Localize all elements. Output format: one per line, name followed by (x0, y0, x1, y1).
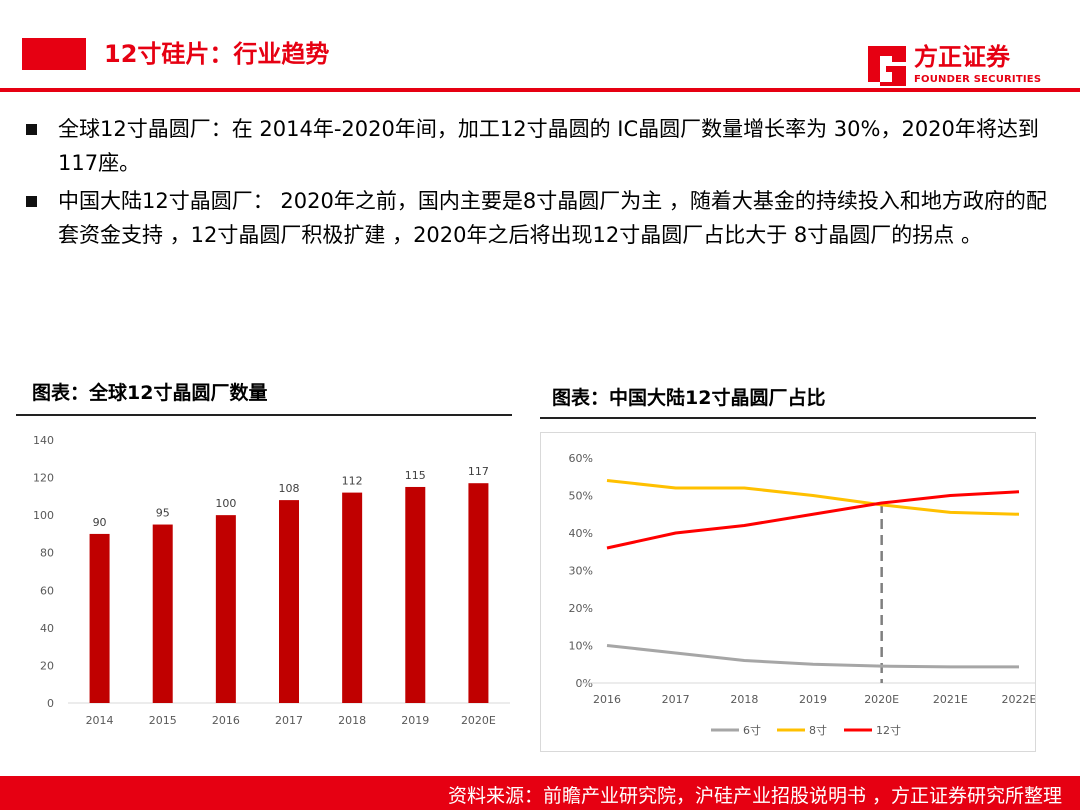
x-tick-label: 2020E (864, 693, 899, 706)
bullet-square-icon (26, 124, 37, 135)
x-tick-label: 2019 (401, 714, 429, 727)
x-tick-label: 2018 (338, 714, 366, 727)
series-line-6寸 (606, 644, 1019, 669)
legend-label: 8寸 (809, 723, 827, 737)
right-chart-rule (540, 417, 1036, 419)
bar (342, 492, 363, 703)
y-tick-label: 120 (33, 472, 54, 485)
y-tick-label: 50% (569, 490, 593, 503)
y-tick-label: 10% (569, 640, 593, 653)
bar (405, 486, 426, 703)
bar-value-label: 95 (156, 507, 170, 520)
x-tick-label: 2018 (730, 693, 758, 706)
y-tick-label: 40 (40, 622, 54, 635)
bar-value-label: 117 (468, 465, 489, 478)
bar (152, 524, 173, 703)
logo-en-text: FOUNDER SECURITIES (914, 74, 1042, 85)
source-note: 资料来源：前瞻产业研究院，沪硅产业招股说明书 ，方正证券研究所整理 (447, 785, 1062, 807)
bullet-square-icon (26, 196, 37, 207)
series-line-8寸 (606, 479, 1020, 516)
bar-value-label: 112 (342, 475, 363, 488)
bar-value-label: 108 (279, 482, 300, 495)
legend-label: 12寸 (876, 723, 901, 737)
x-tick-label: 2016 (593, 693, 621, 706)
x-tick-label: 2021E (933, 693, 968, 706)
footer-bar: 资料来源：前瞻产业研究院，沪硅产业招股说明书 ，方正证券研究所整理 (0, 776, 1080, 810)
x-tick-label: 2020E (461, 714, 496, 727)
logo-cn-text: 方正证券 (914, 43, 1010, 71)
x-tick-label: 2017 (275, 714, 303, 727)
bar-value-label: 115 (405, 469, 426, 482)
y-tick-label: 30% (569, 565, 593, 578)
bar (468, 483, 489, 703)
x-tick-label: 2017 (662, 693, 690, 706)
company-logo: 方正证券 FOUNDER SECURITIES (862, 42, 1052, 88)
y-tick-label: 20% (569, 602, 593, 615)
bar (215, 515, 236, 703)
y-tick-label: 80 (40, 547, 54, 560)
legend-label: 6寸 (743, 723, 761, 737)
x-tick-label: 2015 (149, 714, 177, 727)
header-divider (0, 88, 1080, 92)
bar-value-label: 90 (93, 516, 107, 529)
bullet-list: 全球12寸晶圆厂：在 2014年-2020年间，加工12寸晶圆的 IC晶圆厂数量… (26, 112, 1056, 256)
logo-mark-icon (868, 46, 906, 86)
bullet-text: 全球12寸晶圆厂：在 2014年-2020年间，加工12寸晶圆的 IC晶圆厂数量… (58, 117, 1039, 175)
y-tick-label: 0 (47, 697, 54, 710)
y-tick-label: 40% (569, 527, 593, 540)
bar-value-label: 100 (215, 497, 236, 510)
bullet-item: 中国大陆12寸晶圆厂： 2020年之前，国内主要是8寸晶圆厂为主 ，随着大基金的… (26, 184, 1056, 252)
y-tick-label: 140 (33, 434, 54, 447)
x-tick-label: 2019 (799, 693, 827, 706)
bullet-text: 中国大陆12寸晶圆厂： 2020年之前，国内主要是8寸晶圆厂为主 ，随着大基金的… (58, 189, 1047, 247)
left-chart-title: 图表：全球12寸晶圆厂数量 (32, 382, 268, 404)
left-chart-rule (16, 414, 512, 416)
header-accent-block (22, 38, 86, 70)
y-tick-label: 60 (40, 584, 54, 597)
series-line-12寸 (606, 490, 1020, 550)
y-tick-label: 100 (33, 509, 54, 522)
bar-chart: 0 20 40 60 80 100 120 140 90 2014 95 2015 100 2016 108… (33, 434, 510, 727)
bar (279, 500, 299, 703)
y-tick-label: 20 (40, 659, 54, 672)
line-chart: 0%10%20%30%40%50%60%2016 2017 2018 2019 2020… (540, 432, 1036, 752)
x-tick-label: 2016 (212, 714, 240, 727)
bar (89, 533, 110, 703)
page-title: 12寸硅片：行业趋势 (104, 40, 330, 68)
y-tick-label: 60% (569, 452, 593, 465)
bullet-item: 全球12寸晶圆厂：在 2014年-2020年间，加工12寸晶圆的 IC晶圆厂数量… (26, 112, 1056, 180)
x-tick-label: 2014 (86, 714, 114, 727)
right-chart-title: 图表：中国大陆12寸晶圆厂占比 (552, 387, 826, 409)
x-tick-label: 2022E (1002, 693, 1036, 706)
